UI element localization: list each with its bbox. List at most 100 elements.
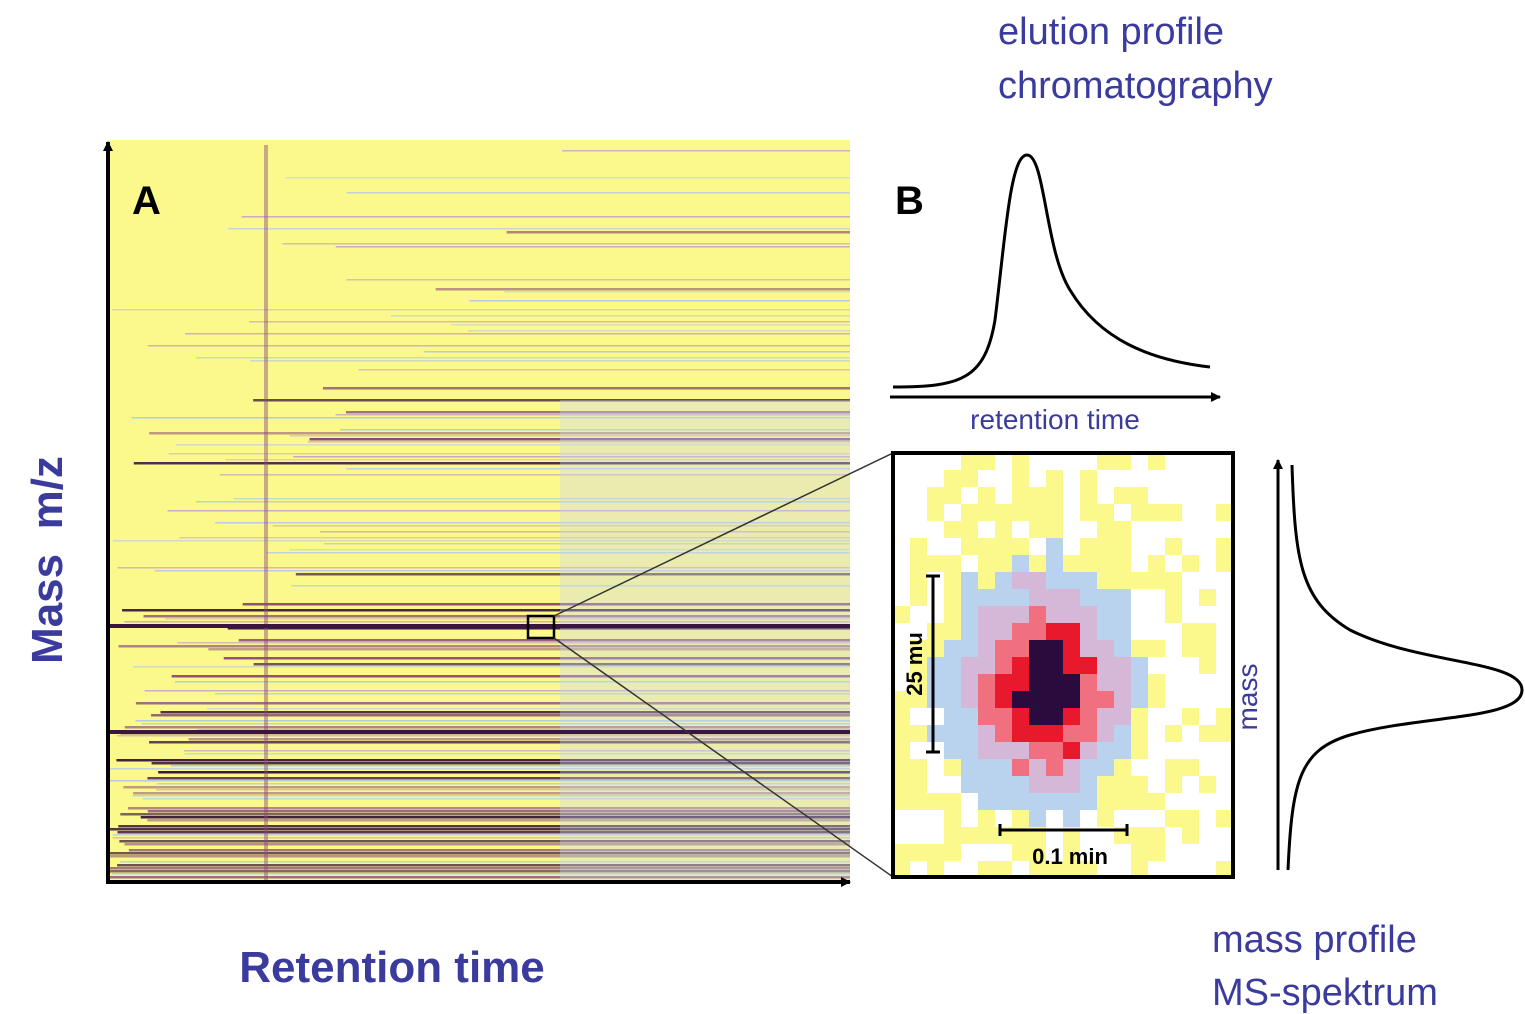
zoom-pixel	[944, 589, 961, 606]
zoom-pixel	[1012, 776, 1029, 793]
heatmap-streak	[116, 759, 850, 762]
heatmap-streak	[233, 498, 851, 500]
zoom-pixel	[1131, 725, 1148, 742]
zoom-pixel	[1063, 623, 1080, 640]
zoom-pixel	[1131, 657, 1148, 674]
zoom-pixel	[910, 640, 927, 657]
zoom-pixel	[1131, 572, 1148, 589]
zoom-pixel	[978, 640, 995, 657]
zoom-pixel	[1012, 742, 1029, 759]
zoom-pixel	[978, 793, 995, 810]
zoom-pixel	[1148, 844, 1165, 861]
zoom-pixel	[961, 827, 978, 844]
zoom-pixel	[961, 504, 978, 521]
zoom-pixel	[944, 640, 961, 657]
zoom-pixel	[1216, 504, 1233, 521]
heatmap-streak	[468, 330, 850, 332]
zoom-pixel	[1097, 606, 1114, 623]
mass-title: MS-spektrum	[1212, 972, 1438, 1014]
heatmap-streak	[319, 531, 851, 533]
zoom-pixel	[910, 776, 927, 793]
scale-label: 0.1 min	[1032, 844, 1108, 869]
zoom-pixel	[1148, 827, 1165, 844]
heatmap-streak	[149, 432, 851, 435]
zoom-pixel	[1063, 861, 1080, 878]
zoom-pixel	[1046, 674, 1063, 691]
zoom-pixel	[944, 793, 961, 810]
zoom-pixel	[1148, 674, 1165, 691]
heatmap-streak	[335, 246, 850, 248]
heatmap-streak	[289, 549, 850, 551]
zoom-pixel	[1029, 691, 1046, 708]
zoom-pixel	[1063, 793, 1080, 810]
zoom-pixel	[1063, 674, 1080, 691]
zoom-pixel	[1199, 725, 1216, 742]
zoom-pixel	[944, 827, 961, 844]
heatmap-streak	[346, 192, 850, 194]
zoom-pixel	[978, 487, 995, 504]
zoom-pixel	[1097, 521, 1114, 538]
zoom-pixel	[1012, 606, 1029, 623]
zoom-pixel	[1012, 453, 1029, 470]
heatmap-streak	[335, 414, 850, 416]
heatmap-streak	[346, 279, 850, 281]
zoom-pixel	[944, 606, 961, 623]
zoom-pixel	[1029, 708, 1046, 725]
zoom-pixel	[910, 844, 927, 861]
zoom-pixel	[1080, 623, 1097, 640]
zoom-pixel	[995, 708, 1012, 725]
zoom-pixel	[1216, 725, 1233, 742]
zoom-pixel	[978, 810, 995, 827]
zoom-pixel	[1046, 538, 1063, 555]
zoom-pixel	[1182, 708, 1199, 725]
zoom-pixel	[978, 453, 995, 470]
heatmap-streak	[323, 543, 850, 545]
zoom-pixel	[1131, 691, 1148, 708]
zoom-pixel	[1131, 504, 1148, 521]
zoom-pixel	[1046, 776, 1063, 793]
zoom-pixel	[1114, 725, 1131, 742]
heatmap-streak	[195, 357, 850, 359]
zoom-pixel	[1097, 725, 1114, 742]
zoom-pixel	[1012, 504, 1029, 521]
zoom-pixel	[1080, 504, 1097, 521]
heatmap-streak	[119, 861, 850, 863]
zoom-pixel	[1148, 640, 1165, 657]
zoom-pixel	[1063, 657, 1080, 674]
zoom-pixel	[1029, 742, 1046, 759]
zoom-pixel	[910, 674, 927, 691]
heatmap-streak	[147, 810, 850, 813]
heatmap-streak	[295, 573, 850, 576]
zoom-pixel	[1216, 861, 1233, 878]
zoom-pixel	[995, 589, 1012, 606]
heatmap-streak	[124, 621, 850, 623]
zoom-pixel	[1080, 538, 1097, 555]
zoom-pixel	[1114, 759, 1131, 776]
zoom-pixel	[910, 657, 927, 674]
zoom-pixel	[1063, 776, 1080, 793]
zoom-pixel	[1046, 589, 1063, 606]
zoom-pixel	[995, 742, 1012, 759]
zoom-pixel	[1046, 504, 1063, 521]
zoom-pixel	[961, 589, 978, 606]
zoom-pixel	[893, 725, 910, 742]
heatmap-streak	[175, 681, 850, 683]
zoom-pixel	[910, 691, 927, 708]
heatmap-streak	[207, 708, 850, 710]
zoom-pixel	[961, 674, 978, 691]
zoom-pixel	[893, 606, 910, 623]
heatmap-streak	[147, 345, 850, 347]
zoom-pixel	[1029, 657, 1046, 674]
heatmap-streak	[135, 720, 851, 722]
heatmap-streak	[469, 300, 850, 302]
heatmap-streak	[165, 618, 850, 620]
heatmap-streak	[108, 852, 851, 855]
zoom-pixel	[1080, 606, 1097, 623]
zoom-pixel	[944, 657, 961, 674]
zoom-pixel	[1097, 708, 1114, 725]
zoom-pixel	[1063, 742, 1080, 759]
zoom-pixel	[1199, 776, 1216, 793]
heatmap-streak	[141, 723, 850, 725]
zoom-pixel	[1131, 708, 1148, 725]
heatmap-streak	[112, 837, 851, 839]
